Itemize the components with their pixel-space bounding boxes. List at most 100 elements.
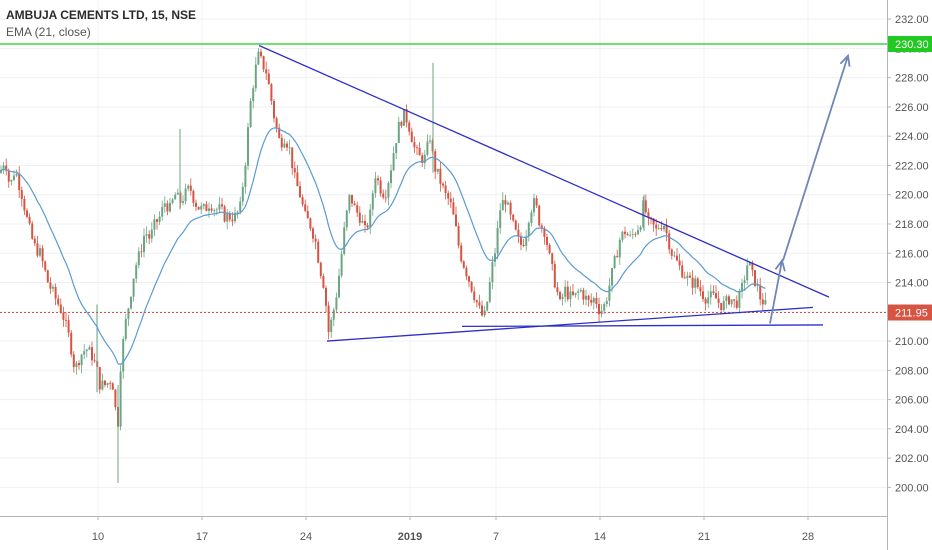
candle-body [369,209,372,228]
candle-body [572,291,574,295]
candle-body [361,221,364,223]
candle-body [533,198,535,213]
big-arrow[interactable] [782,55,849,261]
candle-body [491,261,494,283]
ema-line [0,127,766,366]
y-tick-label: 218.00 [895,219,929,231]
candle-body [707,297,710,304]
candle-body [36,243,39,256]
y-tick-label: 228.00 [895,73,929,85]
candle-body [452,202,455,215]
candle-body [335,297,338,310]
candle-body [184,188,187,202]
upper-trendline[interactable] [258,44,830,298]
candle-body [548,244,551,254]
candle-body [244,165,247,187]
candle-body [468,276,470,282]
candle-body [416,147,418,149]
candle-body [764,299,767,305]
candle-body [10,180,13,182]
candle-body [57,298,60,305]
candle-body [689,275,691,278]
drawing-tools [0,43,887,342]
candle-body [504,200,507,205]
chart-grid [0,0,887,516]
candle-body [345,210,348,228]
support-line[interactable] [461,324,824,328]
candle-body [387,183,390,198]
candle-body [265,69,268,74]
candle-body [231,219,234,222]
candle-body [374,178,377,194]
candle-body [343,227,346,254]
candle-body [728,296,730,305]
candle-body [382,193,385,198]
x-tick-label: 10 [92,531,104,543]
candle-body [174,194,177,200]
candle-body [668,233,671,250]
candle-body [579,290,582,292]
candle-body [210,208,213,211]
candle-body [247,127,249,166]
candle-body [436,168,439,172]
candle-body [730,299,733,305]
candle-body [93,360,96,362]
candle-body [33,238,36,244]
candle-body [509,202,512,215]
candle-body [260,51,262,57]
candle-body [457,226,460,246]
candle-body [200,206,203,210]
time-axis-panel[interactable] [0,516,887,550]
candle-body [150,229,153,239]
candle-body [377,178,379,181]
candle-body [520,236,522,245]
candle-body [418,147,421,156]
candle-body [561,296,564,299]
candle-body [546,236,548,245]
candle-body [527,222,530,237]
candle-body [122,339,125,372]
candle-body [312,228,314,239]
candle-body [525,236,528,246]
candle-body [106,383,109,386]
candle-body [686,275,689,279]
candle-body [153,219,156,230]
candle-body [304,204,307,212]
candle-body [278,127,281,138]
candle-body [743,280,746,283]
candle-body [530,212,533,223]
candle-body [26,210,28,217]
x-tick-label: 2019 [398,531,422,543]
candle-body [182,201,184,203]
candle-body [569,291,572,300]
resistance-price-label: 230.30 [888,36,932,53]
lower-trendline[interactable] [326,306,814,342]
chart-legend: AMBUJA CEMENTS LTD, 15, NSE EMA (21, clo… [6,7,196,41]
candle-body [748,262,751,266]
candle-body [423,154,426,164]
candle-body [605,300,608,305]
candle-body [543,227,546,237]
candle-body [371,193,374,210]
candle-body [392,153,395,171]
candle-body [353,203,356,206]
candle-body [65,319,67,321]
candle-body [514,220,517,230]
candle-body [2,165,5,170]
y-tick-label: 202.00 [895,453,929,465]
candle-body [202,204,205,207]
small-arrow[interactable] [769,260,783,324]
candle-body [257,51,260,65]
candle-body [195,202,197,207]
candle-body [127,308,130,319]
candle-body [252,88,255,102]
candle-body [319,262,322,277]
candle-body [408,122,411,132]
candle-body [340,253,343,276]
candle-body [70,332,73,355]
price-axis-panel[interactable] [887,0,932,550]
candle-body [52,286,54,289]
candle-body [215,209,218,211]
